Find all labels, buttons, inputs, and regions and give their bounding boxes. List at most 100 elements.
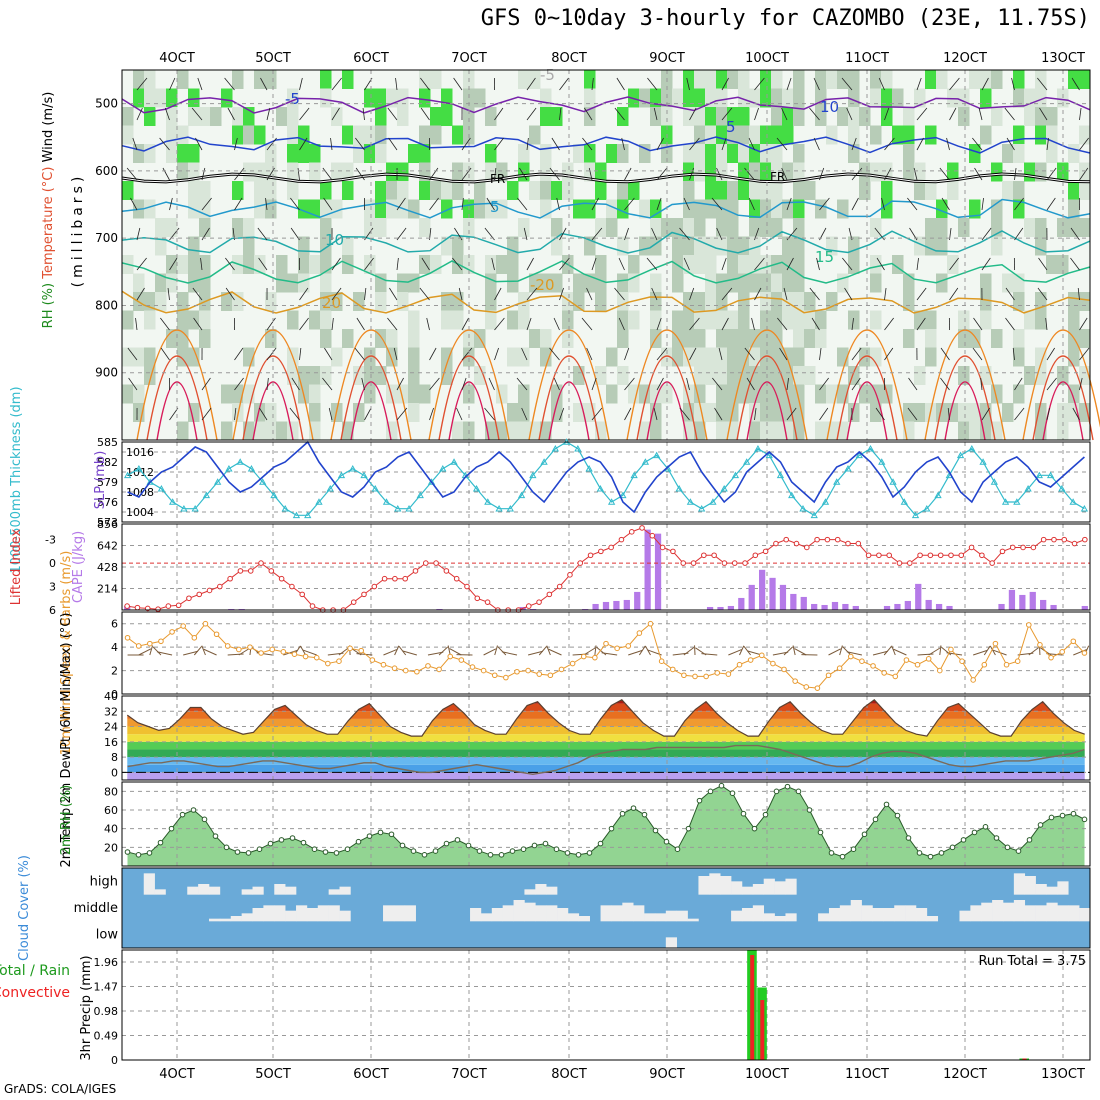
rh-cell (991, 236, 1003, 256)
right-tick-label: 856 (97, 518, 118, 531)
wind-speed-series-point (236, 646, 242, 653)
wind-speed-series (127, 622, 1085, 689)
rh-cell (232, 107, 244, 126)
wind-barb (772, 651, 789, 656)
lifted-index-series-point (598, 548, 604, 555)
lifted-index-series-point (422, 560, 429, 566)
wind-barb (234, 137, 238, 151)
lifted-index-series-point (278, 575, 285, 582)
left-tick-label: 582 (97, 456, 118, 469)
rh-cell (529, 125, 541, 145)
rh-cell (430, 125, 442, 145)
rh-cell (738, 329, 750, 348)
rh-cell (870, 125, 882, 145)
wind-barb (362, 107, 365, 121)
rh-cell (364, 384, 376, 404)
rh-cell (177, 292, 189, 311)
rh-series-point (146, 850, 153, 856)
wind-barb (331, 107, 340, 121)
wind-barb (883, 646, 892, 656)
rh-cell (375, 199, 387, 219)
cloud-bar (535, 905, 547, 922)
rh-cell (760, 347, 772, 367)
rh-series-point (729, 790, 736, 797)
lifted-index-series-point (1020, 544, 1026, 551)
wind-barb (494, 107, 504, 121)
rh-cell (452, 181, 464, 200)
rh-cell (463, 329, 475, 348)
wind-barb (819, 197, 830, 211)
thickness-series-point (765, 451, 773, 459)
rh-cell (969, 199, 981, 219)
thickness-series-point (371, 484, 379, 492)
rh-cell (617, 329, 629, 348)
lifted-index-series-point (546, 591, 553, 598)
cloud-bar (241, 889, 253, 895)
wind-speed-series-point (525, 667, 531, 674)
rh-cell (694, 70, 706, 89)
rh-cell (771, 88, 783, 108)
rh-cell (848, 125, 860, 145)
wind-barb (721, 317, 729, 331)
wind-speed-series-point (280, 649, 287, 655)
rh-cell (870, 162, 882, 182)
thickness-series-point (754, 444, 762, 452)
rh-cell (342, 125, 354, 145)
rh-cell (276, 421, 288, 441)
wind-barb (156, 651, 173, 656)
wind-speed-series-point (124, 634, 131, 641)
rh-series-point (982, 824, 989, 830)
wind-speed-series-point (191, 634, 198, 641)
rh-cell (716, 292, 728, 311)
wind-speed-series-point (1059, 649, 1065, 655)
rh-cell (485, 421, 497, 441)
isotherm-loop (636, 355, 698, 441)
wind-barb (839, 645, 843, 656)
rh-cell (782, 347, 794, 367)
rh-cell (1013, 273, 1025, 293)
wind-barb (972, 347, 983, 361)
wind-barb (940, 347, 950, 361)
wind-barb (289, 407, 300, 421)
wind-barb (783, 646, 794, 656)
wind-barb (842, 646, 852, 656)
rh-cell (617, 107, 629, 126)
rh-cell (727, 421, 739, 441)
wind-speed-series-point (892, 673, 899, 680)
rh-series-point (652, 827, 659, 834)
wind-barb (299, 317, 309, 331)
rh-cell (969, 70, 981, 89)
wind-barb (884, 107, 890, 121)
rh-cell (771, 403, 783, 422)
wind-barb (494, 287, 502, 301)
wind-barb (160, 347, 170, 361)
wind-barb (721, 137, 727, 151)
wind-barb (711, 197, 723, 211)
thickness-series-point (1069, 498, 1077, 505)
wind-barb (842, 257, 853, 271)
lifted-index-series-point (371, 583, 378, 590)
rh-cell (199, 273, 211, 293)
thickness-series-point (529, 471, 537, 479)
lifted-index-series-point (258, 560, 264, 566)
rh-cell (705, 403, 717, 422)
cloud-bar (296, 905, 308, 922)
rh-cell (683, 218, 695, 237)
cloud-bar (665, 937, 677, 948)
wind-barb (1046, 167, 1057, 181)
rh-cell (716, 181, 728, 200)
cloud-bar (654, 913, 667, 922)
wind-barb (447, 645, 451, 656)
lifted-index-series-point (1009, 544, 1016, 551)
rh-cell (991, 70, 1003, 89)
wind-barb (718, 347, 723, 361)
rh-cell (749, 88, 761, 108)
right-tick-label: 1004 (126, 506, 154, 519)
thickness-series-point (686, 498, 695, 505)
wind-barb (302, 649, 317, 656)
rh-cell (848, 255, 860, 274)
wind-barb (646, 257, 658, 271)
rh-series-point (1026, 837, 1033, 843)
y-tick-label: 6 (111, 618, 118, 631)
